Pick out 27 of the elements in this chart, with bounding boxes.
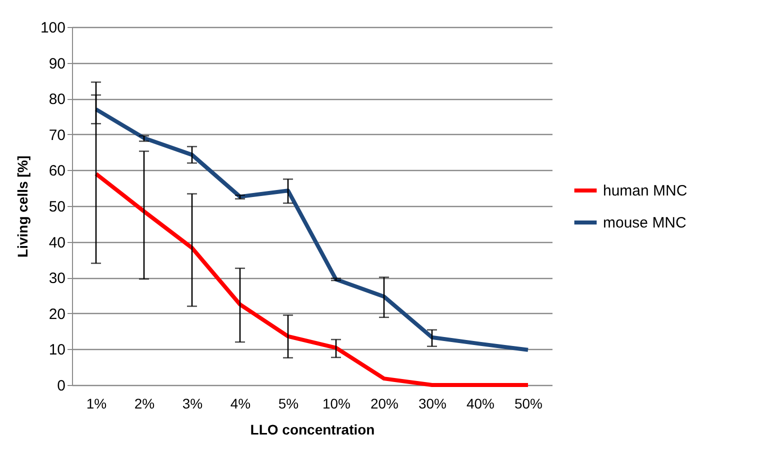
line-series bbox=[94, 107, 530, 352]
x-tick-label: 40% bbox=[466, 396, 495, 412]
x-tick-label: 10% bbox=[322, 396, 351, 412]
y-tick-label: 40 bbox=[48, 234, 66, 252]
x-tick-label: 30% bbox=[418, 396, 447, 412]
line-series bbox=[94, 172, 530, 387]
legend-label: human MNC bbox=[603, 182, 688, 200]
y-tick-label: 60 bbox=[48, 162, 66, 180]
y-tick-label: 90 bbox=[48, 55, 66, 72]
x-tick-label: 20% bbox=[370, 396, 399, 412]
y-tick-label: 0 bbox=[57, 378, 66, 394]
x-tick-label: 4% bbox=[230, 396, 251, 412]
y-axis-title: Living cells [%] bbox=[14, 156, 30, 258]
x-tick-label: 5% bbox=[278, 396, 299, 412]
y-tick-label: 70 bbox=[48, 126, 66, 144]
x-tick-label: 3% bbox=[182, 396, 203, 412]
y-tick-label: 30 bbox=[48, 270, 66, 288]
legend-label: mouse MNC bbox=[603, 214, 687, 232]
x-tick-label: 1% bbox=[86, 396, 107, 412]
y-tick-label: 20 bbox=[48, 306, 66, 323]
y-tick-label: 100 bbox=[40, 20, 66, 36]
x-tick-label: 50% bbox=[514, 396, 543, 412]
x-axis-title: LLO concentration bbox=[250, 422, 375, 438]
y-tick-label: 80 bbox=[48, 91, 66, 108]
y-tick-label: 10 bbox=[48, 342, 66, 359]
x-tick-label: 2% bbox=[134, 396, 155, 412]
y-tick-label: 50 bbox=[48, 198, 66, 216]
